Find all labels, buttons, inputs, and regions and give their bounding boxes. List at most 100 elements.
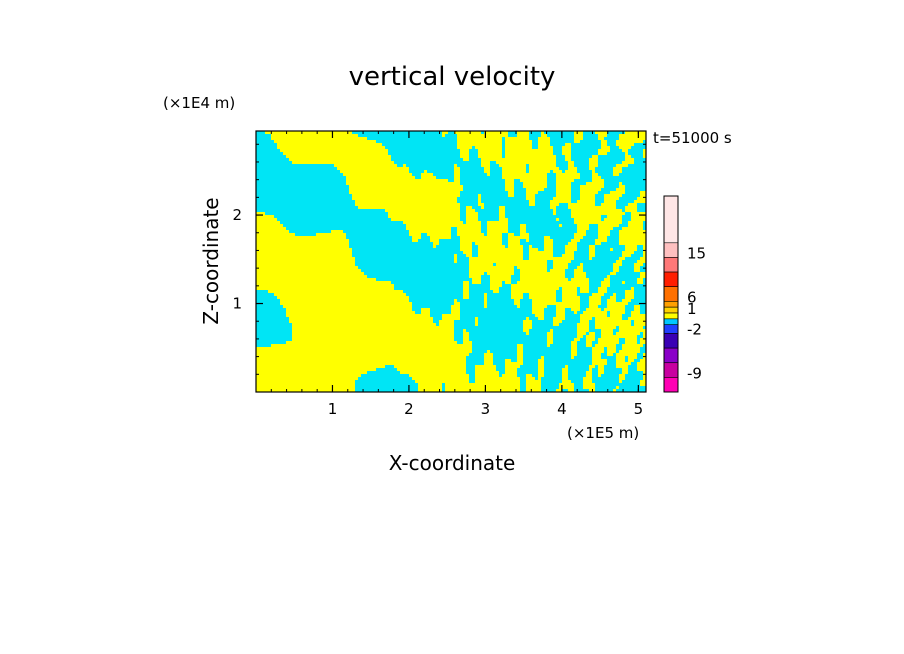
field-cell bbox=[478, 251, 524, 255]
field-cell bbox=[565, 269, 575, 273]
field-cell bbox=[538, 143, 551, 147]
field-cell bbox=[469, 281, 473, 285]
field-cell bbox=[286, 308, 413, 312]
field-cell bbox=[478, 245, 506, 249]
field-cell bbox=[526, 383, 542, 387]
field-cell bbox=[556, 389, 563, 392]
field-cell bbox=[604, 308, 626, 312]
field-cell bbox=[640, 359, 646, 363]
field-cell bbox=[283, 305, 413, 309]
field-cell bbox=[571, 353, 578, 357]
field-cell bbox=[631, 287, 635, 291]
field-cell bbox=[628, 368, 638, 372]
chart-title: vertical velocity bbox=[349, 62, 556, 92]
field-cell bbox=[502, 155, 506, 159]
field-cell bbox=[562, 299, 581, 303]
field-cell bbox=[256, 131, 266, 135]
field-cell bbox=[637, 353, 644, 357]
field-cell bbox=[625, 191, 641, 195]
field-cell bbox=[472, 206, 482, 210]
field-cell bbox=[580, 302, 590, 306]
field-cell bbox=[625, 338, 638, 342]
field-cell bbox=[622, 263, 635, 267]
field-cell bbox=[604, 350, 608, 354]
field-cell bbox=[622, 347, 641, 351]
field-cell bbox=[472, 344, 518, 348]
field-cell bbox=[607, 311, 611, 315]
field-cell bbox=[637, 338, 641, 342]
field-cell bbox=[628, 359, 635, 363]
field-cell bbox=[580, 197, 596, 201]
field-cell bbox=[523, 320, 533, 324]
field-cell bbox=[553, 209, 557, 213]
field-cell bbox=[559, 203, 569, 207]
field-cell bbox=[505, 209, 554, 213]
field-cell bbox=[622, 368, 629, 372]
field-cell bbox=[460, 302, 485, 306]
field-cell bbox=[355, 203, 461, 207]
field-cell bbox=[451, 311, 461, 315]
field-cell bbox=[487, 227, 509, 231]
field-cell bbox=[256, 326, 293, 330]
field-cell bbox=[256, 269, 362, 273]
field-cell bbox=[544, 359, 593, 363]
field-cell bbox=[589, 290, 599, 294]
field-cell bbox=[472, 350, 488, 354]
field-cell bbox=[529, 257, 575, 261]
field-cell bbox=[634, 287, 646, 291]
field-cell bbox=[538, 146, 554, 150]
field-cell bbox=[634, 200, 646, 204]
field-cell bbox=[589, 365, 596, 369]
field-cell bbox=[457, 233, 485, 237]
field-cell bbox=[256, 362, 467, 366]
field-cell bbox=[640, 383, 646, 387]
field-cell bbox=[469, 263, 494, 267]
field-cell bbox=[517, 353, 524, 357]
field-cell bbox=[469, 260, 548, 264]
field-cell bbox=[544, 188, 557, 192]
field-cell bbox=[469, 290, 494, 294]
field-cell bbox=[451, 305, 461, 309]
field-cell bbox=[256, 371, 368, 375]
field-cell bbox=[403, 290, 464, 294]
field-cell bbox=[619, 239, 646, 243]
field-cell bbox=[574, 311, 578, 315]
field-cell bbox=[529, 245, 533, 249]
field-cell bbox=[562, 368, 569, 372]
field-cell bbox=[415, 380, 470, 384]
field-cell bbox=[409, 299, 455, 303]
field-cell bbox=[256, 176, 347, 180]
field-cell bbox=[625, 374, 644, 378]
field-cell bbox=[634, 323, 646, 327]
field-cell bbox=[622, 380, 641, 384]
field-cell bbox=[619, 146, 632, 150]
field-cell bbox=[256, 209, 386, 213]
field-cell bbox=[391, 155, 461, 159]
field-cell bbox=[544, 314, 557, 318]
field-cell bbox=[295, 233, 317, 237]
field-cell bbox=[631, 362, 638, 366]
field-cell bbox=[490, 170, 503, 174]
field-cell bbox=[469, 353, 485, 357]
field-cell bbox=[592, 380, 620, 384]
field-cell bbox=[466, 359, 485, 363]
field-cell bbox=[478, 200, 482, 204]
field-cell bbox=[607, 287, 632, 291]
field-cell bbox=[559, 287, 563, 291]
field-cell bbox=[484, 362, 494, 366]
field-cell bbox=[571, 356, 575, 360]
field-cell bbox=[478, 215, 500, 219]
field-cell bbox=[598, 230, 611, 234]
field-cell bbox=[598, 374, 602, 378]
field-cell bbox=[523, 185, 548, 189]
field-cell bbox=[469, 149, 479, 153]
field-cell bbox=[346, 176, 416, 180]
field-cell bbox=[616, 347, 623, 351]
field-cell bbox=[490, 164, 500, 168]
field-cell bbox=[475, 320, 479, 324]
field-cell bbox=[256, 305, 284, 309]
field-cell bbox=[535, 194, 557, 198]
field-cell bbox=[544, 239, 554, 243]
field-cell bbox=[475, 317, 479, 321]
field-cell bbox=[256, 293, 275, 297]
